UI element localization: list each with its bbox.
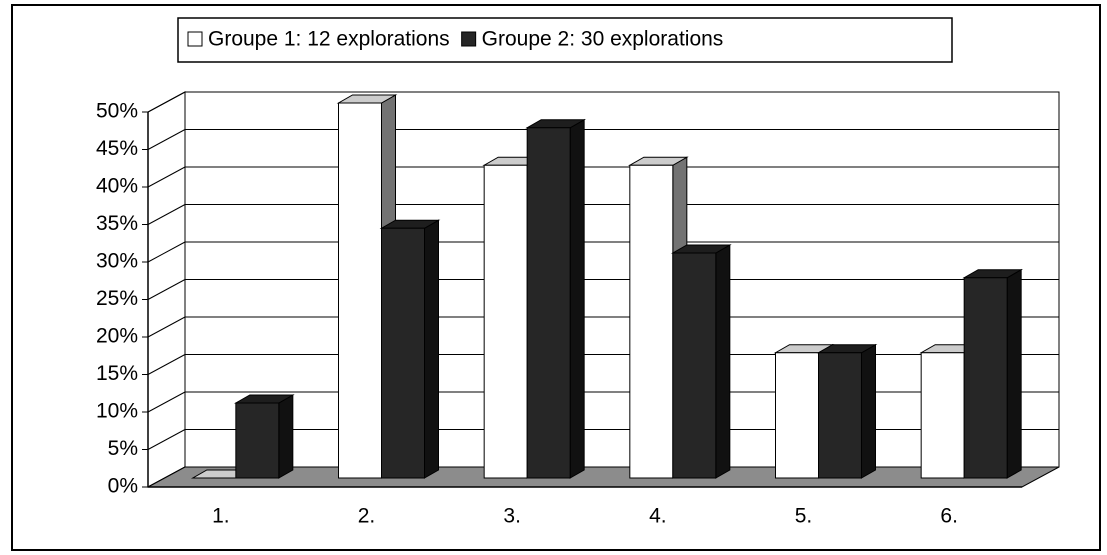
bar-side-shade bbox=[861, 344, 876, 478]
bar-side-shade bbox=[278, 395, 293, 478]
grid-line-side bbox=[147, 204, 186, 225]
grid-line-side bbox=[147, 91, 186, 113]
y-tick-label: 35% bbox=[96, 212, 138, 235]
y-tick-label: 15% bbox=[96, 362, 138, 385]
bar-top-shade bbox=[338, 95, 396, 103]
bar bbox=[672, 252, 717, 479]
x-tick-label: 3. bbox=[503, 505, 521, 528]
y-tick-label: 45% bbox=[96, 137, 138, 160]
y-tick-label: 40% bbox=[96, 175, 138, 198]
legend-swatch bbox=[187, 31, 203, 47]
x-tick-label: 5. bbox=[795, 505, 813, 528]
bar bbox=[775, 352, 819, 479]
bar-top-shade bbox=[629, 157, 687, 166]
grid-line-side bbox=[147, 391, 186, 413]
y-tick-label: 5% bbox=[108, 437, 138, 460]
bar-side-shade bbox=[715, 245, 730, 478]
grid-line-side bbox=[147, 129, 186, 150]
bar-top-shade bbox=[818, 344, 876, 353]
y-tick-label: 20% bbox=[96, 325, 138, 348]
bar-top-shade bbox=[235, 395, 293, 403]
legend-label: Groupe 2: 30 explorations bbox=[482, 28, 724, 51]
grid-line-side bbox=[147, 241, 186, 263]
grid-line-side bbox=[147, 354, 186, 375]
x-tick-label: 4. bbox=[649, 505, 667, 528]
x-tick-label: 6. bbox=[940, 505, 958, 528]
legend-box bbox=[177, 17, 953, 63]
bar-top-shade bbox=[775, 344, 833, 353]
bar bbox=[235, 402, 280, 479]
x-tick-label: 1. bbox=[212, 505, 230, 528]
bar-side-shade bbox=[424, 220, 439, 478]
bar bbox=[338, 102, 382, 479]
bar-top-shade bbox=[672, 245, 730, 253]
bar bbox=[963, 277, 1008, 479]
bar-top-shade bbox=[527, 119, 585, 128]
bar bbox=[920, 352, 965, 479]
bar bbox=[818, 352, 862, 479]
legend-label: Groupe 1: 12 explorations bbox=[208, 28, 450, 51]
bar-side-shade bbox=[1007, 269, 1022, 478]
bar bbox=[629, 164, 674, 479]
grid-line-side bbox=[147, 316, 186, 338]
grid-line-side bbox=[147, 429, 186, 450]
grid-line-side bbox=[147, 166, 186, 188]
bar-side-shade bbox=[570, 119, 585, 478]
y-tick-label: 0% bbox=[108, 475, 138, 498]
legend-swatch bbox=[461, 31, 477, 47]
bar bbox=[381, 227, 425, 479]
bar bbox=[483, 164, 528, 479]
bar bbox=[526, 127, 571, 479]
y-tick-label: 30% bbox=[96, 250, 138, 273]
x-tick-label: 2. bbox=[358, 505, 376, 528]
bar-top-shade bbox=[381, 220, 439, 229]
grid-line-side bbox=[147, 279, 186, 300]
y-tick-label: 50% bbox=[96, 100, 138, 123]
y-tick-label: 25% bbox=[96, 287, 138, 310]
bar-top-shade bbox=[964, 269, 1022, 278]
y-tick-label: 10% bbox=[96, 400, 138, 423]
